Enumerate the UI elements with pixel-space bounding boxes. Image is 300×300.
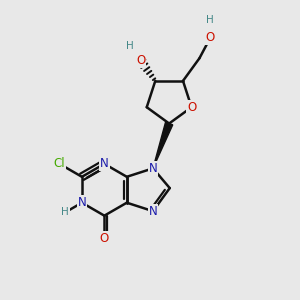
- Polygon shape: [153, 122, 173, 168]
- Text: N: N: [77, 196, 86, 209]
- Text: O: O: [187, 101, 196, 114]
- Text: N: N: [148, 205, 158, 218]
- Text: O: O: [136, 54, 145, 67]
- Text: H: H: [126, 41, 134, 51]
- Text: N: N: [100, 157, 109, 170]
- Text: H: H: [61, 207, 69, 217]
- Text: Cl: Cl: [53, 157, 65, 170]
- Text: O: O: [206, 32, 215, 44]
- Text: O: O: [100, 232, 109, 245]
- Text: H: H: [206, 15, 214, 25]
- Text: N: N: [148, 162, 158, 175]
